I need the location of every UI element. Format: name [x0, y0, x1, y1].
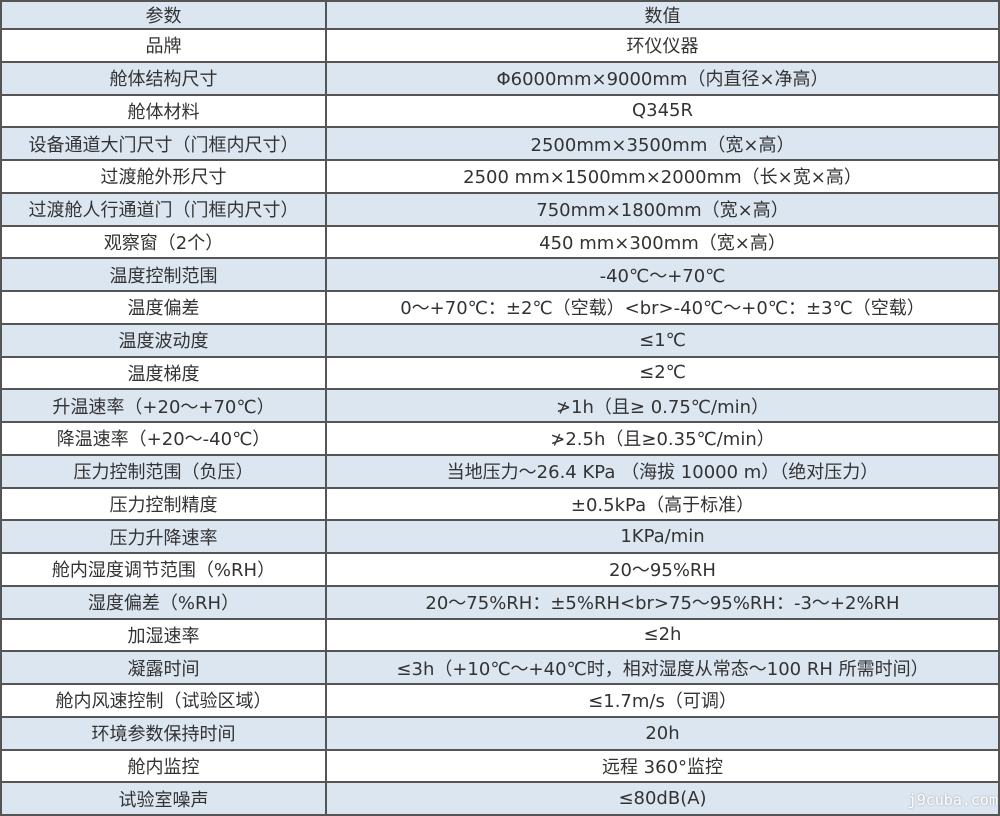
cell-param: 舱体材料 [0, 93, 327, 129]
table-row: 加湿速率 ≤2h [0, 617, 1000, 653]
table-row: 降温速率（+20～-40℃） ≯2.5h（且≥0.35℃/min） [0, 421, 1000, 456]
table-row: 压力升降速率 1KPa/min [0, 519, 1000, 554]
table-row: 观察窗（2个） 450 mm×300mm（宽×高） [0, 224, 1000, 260]
header-value: 数值 [325, 0, 1000, 30]
table-row: 压力控制精度 ±0.5kPa（高于标准） [0, 486, 1000, 522]
cell-param: 舱内监控 [0, 748, 327, 784]
cell-param: 压力控制范围（负压） [0, 453, 327, 489]
cell-param: 温度控制范围 [0, 257, 327, 292]
cell-value: ≯1h（且≥ 0.75℃/min） [325, 388, 1000, 423]
table-header-row: 参数 数值 [0, 0, 1000, 30]
cell-value: ±0.5kPa（高于标准） [325, 486, 1000, 522]
cell-value: 0～+70℃：±2℃（空载）<br>-40℃～+0℃：±3℃（空载） [325, 290, 1000, 325]
cell-param: 环境参数保持时间 [0, 715, 327, 751]
table-row: 凝露时间 ≤3h（+10℃～+40℃时，相对湿度从常态～100 RH 所需时间） [0, 650, 1000, 685]
cell-param: 舱内湿度调节范围（%RH） [0, 552, 327, 587]
table-row: 过渡舱人行通道门（门框内尺寸） 750mm×1800mm（宽×高） [0, 191, 1000, 227]
table-row: 舱内监控 远程 360°监控 [0, 748, 1000, 784]
cell-value: 远程 360°监控 [325, 748, 1000, 784]
table-row: 温度控制范围 -40℃～+70℃ [0, 257, 1000, 292]
table-row: 舱体材料 Q345R [0, 93, 1000, 129]
table-row: 温度偏差 0～+70℃：±2℃（空载）<br>-40℃～+0℃：±3℃（空载） [0, 290, 1000, 325]
table-row: 升温速率（+20～+70℃） ≯1h（且≥ 0.75℃/min） [0, 388, 1000, 423]
watermark: j9cuba.com [907, 791, 998, 809]
cell-value: ≯2.5h（且≥0.35℃/min） [325, 421, 1000, 456]
cell-value: 当地压力～26.4 KPa （海拔 10000 m）（绝对压力） [325, 453, 1000, 489]
cell-value: ≤3h（+10℃～+40℃时，相对湿度从常态～100 RH 所需时间） [325, 650, 1000, 685]
table-row: 设备通道大门尺寸（门框内尺寸） 2500mm×3500mm（宽×高） [0, 126, 1000, 161]
cell-param: 压力控制精度 [0, 486, 327, 522]
cell-value: ≤2℃ [325, 355, 1000, 391]
table-row: 环境参数保持时间 20h [0, 715, 1000, 751]
table-row: 温度波动度 ≤1℃ [0, 322, 1000, 358]
table-row: 过渡舱外形尺寸 2500 mm×1500mm×2000mm（长×宽×高） [0, 159, 1000, 194]
cell-value: 2500 mm×1500mm×2000mm（长×宽×高） [325, 159, 1000, 194]
cell-param: 观察窗（2个） [0, 224, 327, 260]
cell-param: 设备通道大门尺寸（门框内尺寸） [0, 126, 327, 161]
cell-value: 环仪仪器 [325, 28, 1000, 63]
cell-value: 750mm×1800mm（宽×高） [325, 191, 1000, 227]
cell-value: -40℃～+70℃ [325, 257, 1000, 292]
cell-param: 温度偏差 [0, 290, 327, 325]
cell-value: 20～95%RH [325, 552, 1000, 587]
cell-param: 试验室噪声 [0, 781, 327, 816]
cell-param: 舱内风速控制（试验区域） [0, 683, 327, 718]
cell-param: 湿度偏差（%RH） [0, 584, 327, 620]
table-row: 试验室噪声 ≤80dB(A) [0, 781, 1000, 816]
table-row: 湿度偏差（%RH） 20～75%RH：±5%RH<br>75～95%RH：-3～+… [0, 584, 1000, 620]
cell-value: ≤1℃ [325, 322, 1000, 358]
cell-value: ≤2h [325, 617, 1000, 653]
table-row: 舱体结构尺寸 Φ6000mm×9000mm（内直径×净高） [0, 60, 1000, 96]
cell-value: 20～75%RH：±5%RH<br>75～95%RH：-3～+2%RH [325, 584, 1000, 620]
cell-value: 450 mm×300mm（宽×高） [325, 224, 1000, 260]
cell-param: 温度波动度 [0, 322, 327, 358]
table-row: 品牌 环仪仪器 [0, 28, 1000, 63]
table-row: 压力控制范围（负压） 当地压力～26.4 KPa （海拔 10000 m）（绝对压… [0, 453, 1000, 489]
cell-param: 凝露时间 [0, 650, 327, 685]
table-row: 温度梯度 ≤2℃ [0, 355, 1000, 391]
cell-param: 降温速率（+20～-40℃） [0, 421, 327, 456]
cell-value: 2500mm×3500mm（宽×高） [325, 126, 1000, 161]
cell-param: 过渡舱外形尺寸 [0, 159, 327, 194]
cell-param: 压力升降速率 [0, 519, 327, 554]
cell-param: 品牌 [0, 28, 327, 63]
cell-value: 1KPa/min [325, 519, 1000, 554]
cell-param: 过渡舱人行通道门（门框内尺寸） [0, 191, 327, 227]
cell-param: 温度梯度 [0, 355, 327, 391]
cell-value: Φ6000mm×9000mm（内直径×净高） [325, 60, 1000, 96]
header-param: 参数 [0, 0, 327, 30]
table-row: 舱内湿度调节范围（%RH） 20～95%RH [0, 552, 1000, 587]
cell-value: ≤1.7m/s（可调） [325, 683, 1000, 718]
cell-value: Q345R [325, 93, 1000, 129]
cell-value: 20h [325, 715, 1000, 751]
table-row: 舱内风速控制（试验区域） ≤1.7m/s（可调） [0, 683, 1000, 718]
cell-param: 加湿速率 [0, 617, 327, 653]
cell-param: 舱体结构尺寸 [0, 60, 327, 96]
cell-param: 升温速率（+20～+70℃） [0, 388, 327, 423]
cell-value: ≤80dB(A) [325, 781, 1000, 816]
